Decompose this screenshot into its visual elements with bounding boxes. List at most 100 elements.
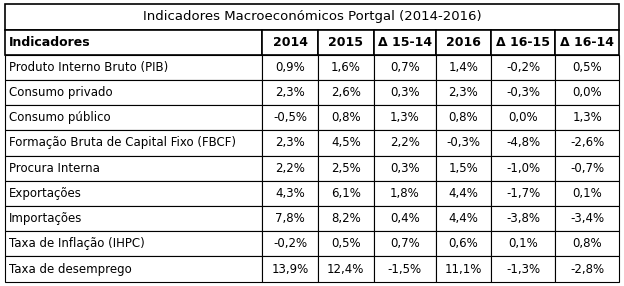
Bar bbox=[5, 105, 262, 130]
Bar bbox=[262, 80, 318, 105]
Text: 11,1%: 11,1% bbox=[445, 263, 482, 276]
Text: 4,4%: 4,4% bbox=[449, 212, 479, 225]
Text: Δ 15-14: Δ 15-14 bbox=[378, 36, 432, 49]
Bar bbox=[436, 105, 491, 130]
Bar bbox=[555, 80, 619, 105]
Text: -3,8%: -3,8% bbox=[506, 212, 540, 225]
Bar bbox=[436, 231, 491, 257]
Text: -2,6%: -2,6% bbox=[570, 136, 604, 150]
Text: -3,4%: -3,4% bbox=[570, 212, 604, 225]
Text: 2015: 2015 bbox=[328, 36, 363, 49]
Text: -0,3%: -0,3% bbox=[506, 86, 540, 99]
Bar bbox=[555, 130, 619, 156]
Text: 2016: 2016 bbox=[446, 36, 481, 49]
Text: Procura Interna: Procura Interna bbox=[9, 162, 100, 175]
Text: 0,8%: 0,8% bbox=[331, 111, 361, 124]
Text: Taxa de desemprego: Taxa de desemprego bbox=[9, 263, 132, 276]
Text: 4,5%: 4,5% bbox=[331, 136, 361, 150]
Bar bbox=[5, 80, 262, 105]
Text: 13,9%: 13,9% bbox=[271, 263, 309, 276]
Bar bbox=[555, 257, 619, 282]
Text: 1,8%: 1,8% bbox=[390, 187, 419, 200]
Bar bbox=[491, 231, 555, 257]
Bar bbox=[5, 231, 262, 257]
Bar bbox=[555, 29, 619, 55]
Bar bbox=[436, 130, 491, 156]
Text: 12,4%: 12,4% bbox=[327, 263, 364, 276]
Bar bbox=[555, 206, 619, 231]
Text: 0,7%: 0,7% bbox=[390, 61, 419, 74]
Text: 7,8%: 7,8% bbox=[275, 212, 305, 225]
Bar bbox=[5, 55, 262, 80]
Text: Exportações: Exportações bbox=[9, 187, 82, 200]
Bar bbox=[5, 29, 262, 55]
Text: -1,3%: -1,3% bbox=[506, 263, 540, 276]
Text: 2,6%: 2,6% bbox=[331, 86, 361, 99]
Text: 1,4%: 1,4% bbox=[449, 61, 479, 74]
Bar bbox=[374, 55, 436, 80]
Bar bbox=[491, 181, 555, 206]
Bar bbox=[436, 206, 491, 231]
Bar bbox=[555, 231, 619, 257]
Text: 4,3%: 4,3% bbox=[275, 187, 305, 200]
Bar bbox=[318, 231, 374, 257]
Text: Consumo privado: Consumo privado bbox=[9, 86, 112, 99]
Bar bbox=[491, 29, 555, 55]
Bar bbox=[262, 231, 318, 257]
Text: 1,5%: 1,5% bbox=[449, 162, 479, 175]
Text: 2,3%: 2,3% bbox=[449, 86, 479, 99]
Text: -0,2%: -0,2% bbox=[273, 237, 307, 250]
Bar bbox=[374, 80, 436, 105]
Bar bbox=[318, 105, 374, 130]
Bar bbox=[555, 181, 619, 206]
Bar bbox=[318, 80, 374, 105]
Text: Δ 16-14: Δ 16-14 bbox=[560, 36, 614, 49]
Bar bbox=[491, 206, 555, 231]
Text: -0,7%: -0,7% bbox=[570, 162, 604, 175]
Text: Consumo público: Consumo público bbox=[9, 111, 110, 124]
Bar bbox=[262, 55, 318, 80]
Bar bbox=[5, 257, 262, 282]
Text: 0,3%: 0,3% bbox=[390, 86, 419, 99]
Bar bbox=[374, 231, 436, 257]
Bar bbox=[318, 181, 374, 206]
Text: Importações: Importações bbox=[9, 212, 82, 225]
Text: 0,5%: 0,5% bbox=[331, 237, 361, 250]
Text: Δ 16-15: Δ 16-15 bbox=[496, 36, 550, 49]
Bar bbox=[436, 29, 491, 55]
Bar bbox=[5, 4, 619, 29]
Bar bbox=[318, 206, 374, 231]
Bar bbox=[491, 130, 555, 156]
Bar bbox=[491, 80, 555, 105]
Text: 2,3%: 2,3% bbox=[275, 86, 305, 99]
Bar bbox=[318, 130, 374, 156]
Text: 0,4%: 0,4% bbox=[390, 212, 419, 225]
Bar bbox=[491, 55, 555, 80]
Text: -1,0%: -1,0% bbox=[506, 162, 540, 175]
Bar bbox=[262, 105, 318, 130]
Text: 0,8%: 0,8% bbox=[449, 111, 479, 124]
Text: 2014: 2014 bbox=[273, 36, 308, 49]
Text: 0,8%: 0,8% bbox=[572, 237, 602, 250]
Text: 2,2%: 2,2% bbox=[275, 162, 305, 175]
Bar bbox=[5, 181, 262, 206]
Text: 4,4%: 4,4% bbox=[449, 187, 479, 200]
Text: 2,2%: 2,2% bbox=[390, 136, 419, 150]
Text: 0,5%: 0,5% bbox=[572, 61, 602, 74]
Text: Indicadores Macroeconómicos Portgal (2014-2016): Indicadores Macroeconómicos Portgal (201… bbox=[143, 10, 481, 23]
Text: 0,1%: 0,1% bbox=[509, 237, 538, 250]
Bar bbox=[5, 206, 262, 231]
Bar bbox=[374, 29, 436, 55]
Text: 1,6%: 1,6% bbox=[331, 61, 361, 74]
Bar bbox=[374, 257, 436, 282]
Bar bbox=[318, 55, 374, 80]
Text: -0,2%: -0,2% bbox=[506, 61, 540, 74]
Bar bbox=[262, 181, 318, 206]
Bar bbox=[262, 130, 318, 156]
Bar bbox=[262, 206, 318, 231]
Bar bbox=[491, 156, 555, 181]
Bar bbox=[5, 130, 262, 156]
Bar bbox=[262, 156, 318, 181]
Text: -0,5%: -0,5% bbox=[273, 111, 307, 124]
Bar bbox=[374, 156, 436, 181]
